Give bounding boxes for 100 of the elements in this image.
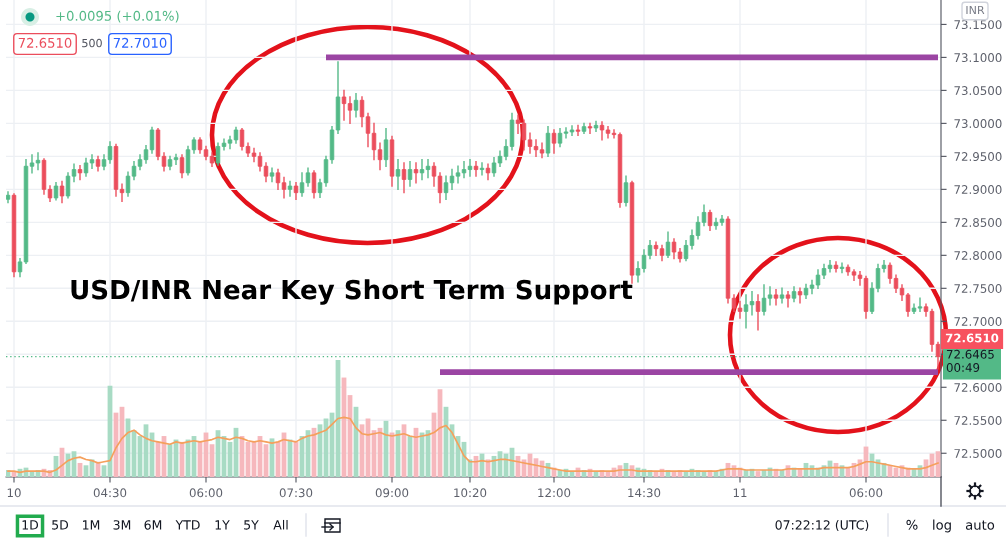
candlestick bbox=[539, 142, 545, 159]
candlestick bbox=[263, 162, 269, 183]
annotation: +0.0095 (+0.01%) bbox=[56, 10, 179, 23]
candlestick bbox=[623, 175, 629, 207]
candlestick bbox=[347, 96, 353, 125]
candlestick bbox=[755, 294, 761, 331]
candlestick bbox=[707, 209, 713, 231]
candlestick bbox=[767, 286, 773, 306]
candlestick bbox=[857, 271, 863, 286]
y-tick-label: 73.0500 bbox=[954, 86, 1002, 96]
candlestick bbox=[35, 152, 41, 171]
x-tick-label: 12:00 bbox=[538, 488, 571, 498]
candlestick bbox=[461, 160, 467, 179]
text: % bbox=[906, 519, 918, 530]
candlestick bbox=[671, 238, 677, 260]
annotation: 72.7010 bbox=[113, 37, 167, 48]
candlestick bbox=[635, 261, 641, 283]
candlestick bbox=[269, 167, 275, 183]
candlestick bbox=[737, 300, 743, 319]
x-tick-label: 06:00 bbox=[849, 488, 883, 498]
candlestick bbox=[377, 142, 383, 171]
candlestick bbox=[869, 282, 875, 315]
candlestick bbox=[887, 262, 893, 284]
candlestick bbox=[365, 112, 371, 148]
candlestick bbox=[599, 121, 605, 141]
candlestick bbox=[593, 120, 599, 132]
candlestick bbox=[527, 132, 533, 154]
candlestick bbox=[77, 164, 83, 181]
candlestick bbox=[815, 269, 821, 290]
y-tick-label: 72.9000 bbox=[954, 185, 1002, 194]
x-tick-label: 06:00 bbox=[189, 488, 223, 498]
candlestick bbox=[173, 153, 179, 165]
y-tick-label: 72.7500 bbox=[954, 284, 1002, 293]
candlestick bbox=[149, 126, 155, 154]
candlestick bbox=[419, 158, 425, 181]
y-tick-label: 73.0000 bbox=[954, 119, 1002, 129]
text: INR bbox=[966, 5, 985, 15]
y-tick-label: 72.7000 bbox=[954, 317, 1002, 326]
annotation: 72.6510 bbox=[18, 37, 72, 48]
candlestick bbox=[179, 154, 185, 179]
candlestick bbox=[89, 154, 95, 169]
candlestick bbox=[275, 168, 281, 191]
text: 72.6510 bbox=[945, 333, 999, 343]
candlestick bbox=[563, 127, 569, 139]
x-tick-label: 11 bbox=[733, 488, 747, 498]
candlestick bbox=[761, 284, 767, 316]
text: 1Y bbox=[215, 520, 230, 530]
candlestick bbox=[587, 122, 593, 134]
candlestick bbox=[65, 172, 71, 199]
candlestick bbox=[551, 129, 557, 154]
x-tick-label: 14:30 bbox=[628, 488, 661, 498]
candlestick bbox=[491, 156, 497, 177]
candlestick bbox=[785, 290, 791, 308]
x-tick-label: 07:30 bbox=[279, 488, 313, 498]
text: USD/INR Near Key Short Term Support bbox=[71, 279, 633, 305]
candlestick bbox=[905, 292, 911, 317]
text: 1D bbox=[22, 520, 39, 530]
candlestick bbox=[383, 127, 389, 167]
x-tick-label: 10:20 bbox=[454, 488, 487, 498]
y-tick-label: 72.8000 bbox=[954, 251, 1002, 260]
text: 5D bbox=[52, 520, 69, 530]
candlestick bbox=[395, 158, 401, 191]
candlestick bbox=[287, 180, 293, 197]
y-tick-label: 73.1500 bbox=[954, 20, 1002, 30]
candlestick bbox=[413, 162, 419, 184]
candlestick bbox=[341, 89, 347, 121]
candlestick bbox=[605, 125, 611, 139]
text: 5Y bbox=[244, 520, 259, 530]
candlestick bbox=[251, 147, 257, 163]
y-tick-label: 72.6000 bbox=[954, 383, 1002, 392]
candlestick bbox=[545, 125, 551, 158]
candlestick bbox=[443, 175, 449, 200]
candlestick bbox=[911, 303, 917, 315]
x-tick-label: 09:00 bbox=[375, 488, 409, 498]
candlestick bbox=[353, 92, 359, 118]
candlestick bbox=[215, 142, 221, 166]
candlestick bbox=[239, 127, 245, 151]
candlestick bbox=[185, 145, 191, 176]
y-tick-label: 72.5000 bbox=[954, 448, 1002, 458]
candlestick bbox=[875, 263, 881, 293]
candlestick bbox=[575, 124, 581, 136]
candlestick bbox=[59, 180, 65, 204]
candlestick bbox=[683, 240, 689, 262]
y-tick-label: 73.1000 bbox=[954, 53, 1002, 63]
candlestick bbox=[719, 215, 725, 226]
candlestick bbox=[521, 119, 527, 151]
candlestick bbox=[29, 154, 35, 174]
candlestick bbox=[401, 162, 407, 194]
candlestick bbox=[851, 269, 857, 282]
candlestick bbox=[701, 204, 707, 227]
ref-line-label: 72.6465 00:49 bbox=[946, 349, 994, 372]
candlestick bbox=[407, 160, 413, 187]
candlestick bbox=[773, 288, 779, 306]
text: 1M bbox=[83, 520, 100, 530]
candlestick bbox=[485, 163, 491, 181]
candlestick bbox=[431, 162, 437, 187]
text: log bbox=[933, 519, 951, 533]
y-tick-label: 72.9500 bbox=[954, 152, 1002, 162]
candlestick bbox=[503, 139, 509, 161]
text: All bbox=[273, 519, 288, 530]
